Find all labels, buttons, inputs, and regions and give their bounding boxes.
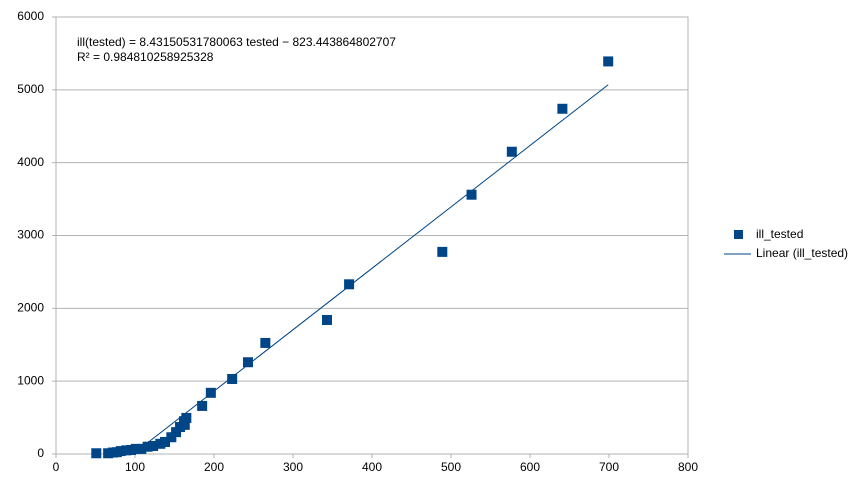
x-tick-label: 500 <box>441 460 461 474</box>
x-tick-label: 100 <box>125 460 145 474</box>
point <box>227 373 238 384</box>
y-tick-label: 3000 <box>17 228 44 242</box>
point <box>136 443 147 454</box>
point <box>166 432 177 443</box>
y-tick-label: 5000 <box>17 82 44 96</box>
point <box>142 441 153 452</box>
point <box>179 419 190 430</box>
x-tick-label: 700 <box>599 460 619 474</box>
point <box>437 246 448 257</box>
legend-marker <box>734 230 743 239</box>
x-tick-label: 200 <box>204 460 224 474</box>
x-tick-label: 0 <box>53 460 60 474</box>
point <box>506 146 517 157</box>
point <box>603 56 614 67</box>
legend-label: ill_tested <box>756 227 803 241</box>
x-tick-label: 600 <box>520 460 540 474</box>
point <box>130 443 141 454</box>
point <box>160 436 171 447</box>
trend-r2: R² = 0.984810258925328 <box>77 50 214 64</box>
y-tick-label: 0 <box>37 446 44 460</box>
point <box>205 387 216 398</box>
y-tick-label: 4000 <box>17 155 44 169</box>
x-tick-label: 300 <box>283 460 303 474</box>
point <box>91 448 102 459</box>
point <box>197 400 208 411</box>
y-tick-label: 6000 <box>17 9 44 23</box>
point <box>171 427 182 438</box>
x-tick-label: 400 <box>362 460 382 474</box>
point <box>181 412 192 423</box>
legend-label: Linear (ill_tested) <box>756 246 848 260</box>
y-tick-label: 2000 <box>17 301 44 315</box>
point <box>344 279 355 290</box>
point <box>242 357 253 368</box>
point <box>321 314 332 325</box>
point <box>148 440 159 451</box>
trend-equation: ill(tested) = 8.43150531780063 tested − … <box>77 35 396 49</box>
point <box>115 446 126 457</box>
y-tick-label: 1000 <box>17 373 44 387</box>
point <box>466 189 477 200</box>
point <box>557 103 568 114</box>
x-tick-label: 800 <box>678 460 698 474</box>
point <box>260 337 271 348</box>
